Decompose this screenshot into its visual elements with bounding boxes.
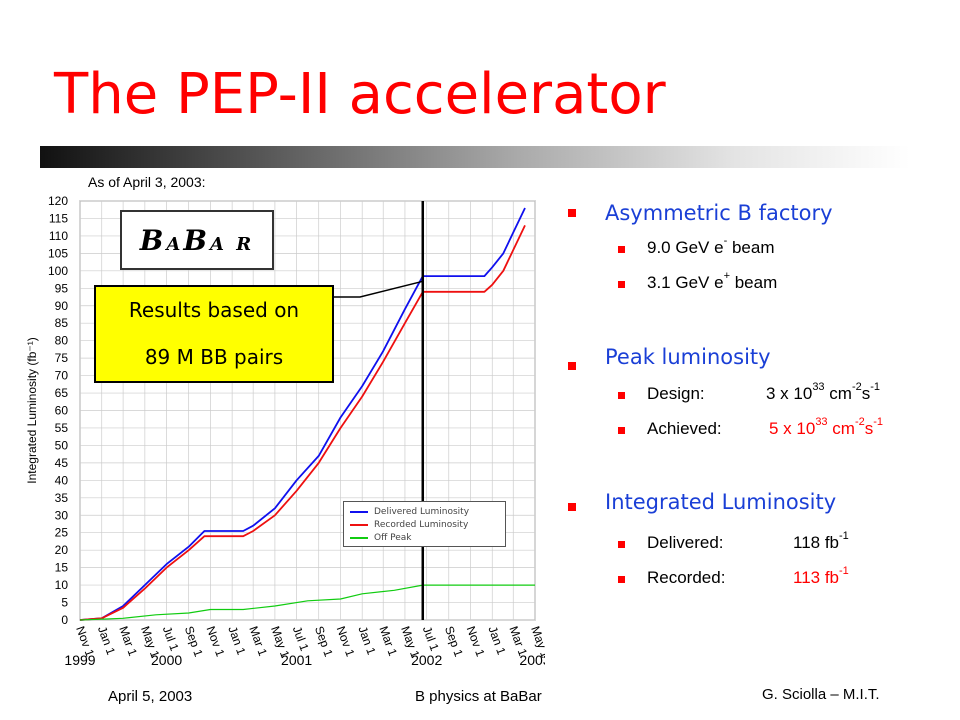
y-tick-label: 90	[55, 299, 69, 313]
y-tick-label: 115	[49, 211, 68, 225]
x-tick-label: Jan 1	[485, 624, 508, 657]
results-line-2: 89 M BB pairs	[144, 345, 284, 369]
chart-svg: 0 5 10 15 20 25 30 35 40 45 50 55 60 65 70 75 80 85 90 95 10…	[25, 194, 545, 668]
y-tick-label: 5	[61, 596, 68, 610]
x-tick-label: Mar 1	[246, 624, 270, 658]
results-callout: Results based on 89 M BB pairs	[94, 285, 334, 383]
recorded-value: 113 fb-1	[793, 565, 849, 587]
x-tick-label: Jan 1	[355, 624, 378, 657]
y-tick-label: 95	[55, 281, 69, 295]
x-tick-label: Jan 1	[225, 624, 248, 657]
bullet-marker	[568, 362, 576, 370]
bullet-marker	[618, 541, 625, 548]
legend-swatch-offpeak	[350, 537, 368, 539]
heading-asymmetric: Asymmetric B factory	[605, 201, 833, 225]
design-label: Design:	[647, 384, 705, 403]
as-of-date-label: As of April 3, 2003:	[88, 174, 206, 190]
achieved-label: Achieved:	[647, 419, 722, 438]
y-tick-label: 35	[55, 491, 69, 505]
beam-positron: 3.1 GeV e+ beam	[647, 270, 778, 292]
bullet-marker	[618, 392, 625, 399]
y-tick-label: 30	[55, 508, 69, 522]
beam-electron: 9.0 GeV e- beam	[647, 235, 775, 257]
slide-title: The PEP-II accelerator	[54, 62, 666, 127]
y-tick-label: 15	[55, 561, 69, 575]
delivered-label: Delivered:	[647, 533, 724, 552]
legend-label-offpeak: Off Peak	[374, 533, 412, 543]
x-tick-label: Nov 1	[464, 624, 488, 659]
heading-peak-luminosity: Peak luminosity	[605, 345, 771, 369]
luminosity-chart: 0 5 10 15 20 25 30 35 40 45 50 55 60 65 70 75 80 85 90 95 10…	[0, 160, 545, 680]
legend-item-recorded: Recorded Luminosity	[350, 519, 468, 531]
x-year-label: 2001	[281, 652, 312, 668]
y-tick-label: 65	[55, 386, 69, 400]
design-value: 3 x 1033 cm-2s-1	[766, 381, 881, 403]
y-tick-label: 80	[55, 334, 69, 348]
x-year-label: 1999	[64, 652, 95, 668]
x-tick-label: Sep 1	[312, 624, 336, 659]
x-tick-label: Jan 1	[95, 624, 118, 657]
y-tick-label: 40	[55, 473, 69, 487]
series-line-delivered	[79, 207, 526, 621]
bullet-marker	[618, 427, 625, 434]
delivered-value: 118 fb-1	[793, 530, 849, 552]
footer-author: G. Sciolla – M.I.T.	[762, 686, 880, 703]
x-tick-label: Sep 1	[442, 624, 466, 659]
y-tick-label: 85	[55, 316, 69, 330]
x-tick-label: Mar 1	[376, 624, 400, 658]
y-tick-label: 20	[55, 543, 69, 557]
y-tick-label: 0	[61, 613, 68, 627]
legend-label-recorded: Recorded Luminosity	[374, 520, 469, 530]
title-gradient-bar	[40, 146, 910, 168]
x-year-label: 2003	[519, 652, 545, 668]
legend-swatch-delivered	[350, 511, 368, 513]
y-tick-label: 70	[55, 369, 69, 383]
y-tick-label: 45	[55, 456, 69, 470]
y-tick-label: 25	[55, 526, 69, 540]
bullet-marker	[568, 503, 576, 511]
x-tick-label: Jul 1	[420, 624, 442, 653]
x-tick-label: Jul 1	[290, 624, 312, 653]
y-tick-label: 75	[55, 351, 69, 365]
y-tick-label: 110	[49, 229, 68, 243]
chart-legend: Delivered Luminosity Recorded Luminosity…	[343, 501, 506, 547]
y-axis-label: Integrated Luminosity (fb⁻¹)	[25, 337, 39, 483]
x-year-label: 2002	[411, 652, 442, 668]
x-tick-label: Nov 1	[204, 624, 228, 659]
x-tick-label: Mar 1	[116, 624, 140, 658]
legend-item-offpeak: Off Peak	[350, 532, 412, 544]
y-tick-label: 100	[48, 264, 68, 278]
x-tick-label: Sep 1	[182, 624, 206, 659]
y-tick-label: 10	[55, 578, 69, 592]
bullet-marker	[618, 281, 625, 288]
legend-swatch-recorded	[350, 524, 368, 526]
results-line-1: Results based on	[128, 298, 300, 322]
babar-logo-box: BABA R	[120, 210, 274, 270]
footer-date: April 5, 2003	[108, 688, 193, 705]
x-tick-label: Jul 1	[160, 624, 182, 653]
series-line-recorded	[79, 225, 526, 621]
legend-label-delivered: Delivered Luminosity	[374, 507, 470, 517]
achieved-value: 5 x 1033 cm-2s-1	[769, 416, 884, 438]
series-line-offpeak	[79, 584, 535, 621]
bullet-marker	[618, 576, 625, 583]
y-tick-label: 50	[55, 438, 69, 452]
bullet-marker	[618, 246, 625, 253]
callout-pointer	[334, 280, 423, 298]
footer-talk-title: B physics at BaBar	[415, 688, 542, 705]
y-tick-label: 60	[55, 404, 69, 418]
legend-item-delivered: Delivered Luminosity	[350, 506, 469, 518]
bullet-marker	[568, 209, 576, 217]
y-tick-label: 55	[55, 421, 69, 435]
x-tick-label: Nov 1	[334, 624, 358, 659]
heading-integrated-luminosity: Integrated Luminosity	[605, 490, 837, 514]
babar-logo: BABA R	[139, 223, 255, 257]
y-tick-label: 105	[48, 246, 68, 260]
y-tick-label: 120	[48, 194, 68, 208]
recorded-label: Recorded:	[647, 568, 726, 587]
x-year-label: 2000	[151, 652, 182, 668]
